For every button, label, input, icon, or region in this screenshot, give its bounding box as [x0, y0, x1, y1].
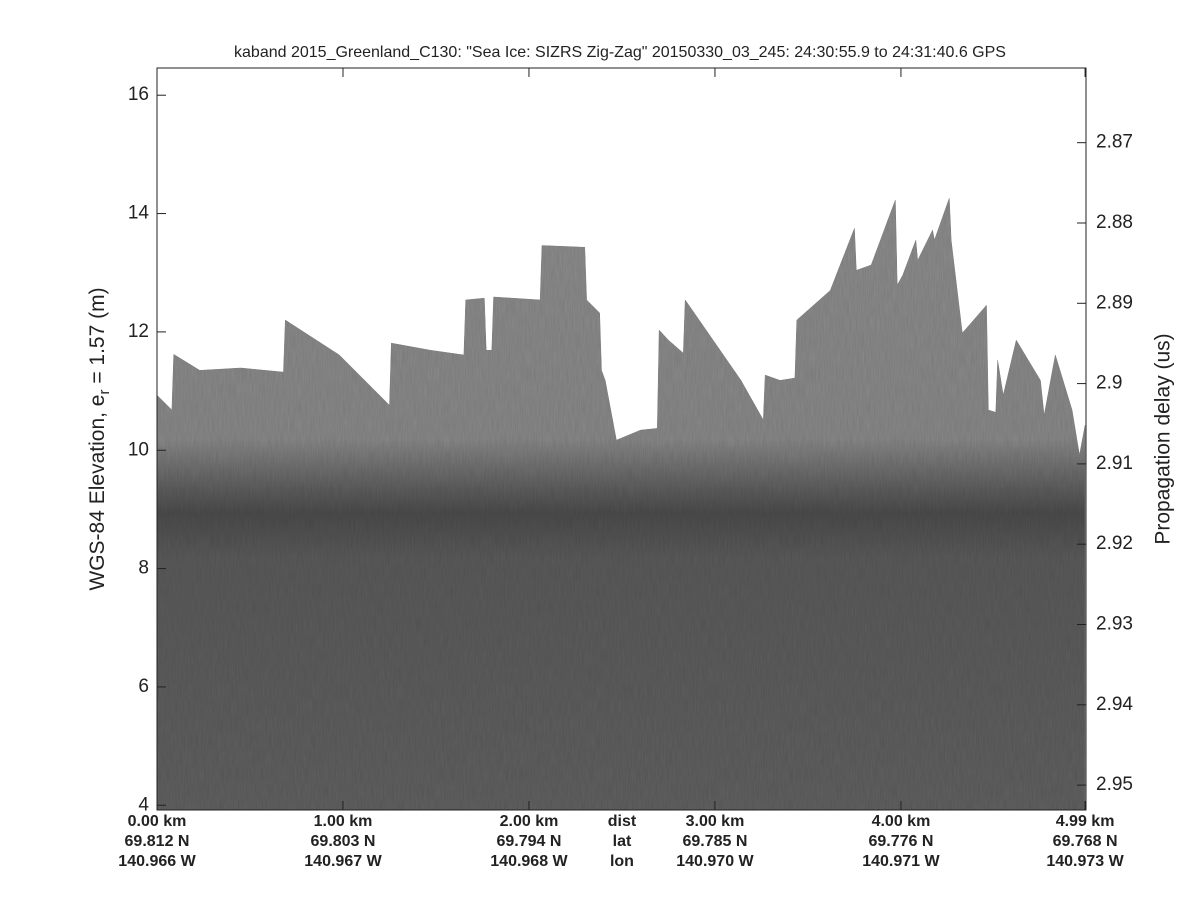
- y2-tick-label: 2.93: [1096, 614, 1133, 635]
- x-tick-lon: 140.967 W: [304, 853, 382, 870]
- x-row-label: lon: [610, 853, 634, 870]
- y2-tick-label: 2.92: [1096, 533, 1133, 554]
- x-tick-label: 4.00 km: [872, 813, 931, 830]
- x-tick-lat: 69.812 N: [125, 833, 190, 850]
- y2-tick-label: 2.91: [1096, 453, 1133, 474]
- x-row-label: lat: [613, 833, 632, 850]
- chart-title: kaband 2015_Greenland_C130: "Sea Ice: SI…: [234, 44, 1006, 61]
- x-tick-lat: 69.803 N: [311, 833, 376, 850]
- y-axis-label: WGS-84 Elevation, er = 1.57 (m): [86, 287, 113, 590]
- plot-area: [157, 198, 1086, 810]
- y-label-subscript: r: [96, 390, 113, 395]
- plot-frame: [156, 67, 1087, 811]
- y-tick-label: 4: [138, 794, 149, 815]
- y-tick-label: 14: [128, 203, 150, 224]
- x-tick-lat: 69.768 N: [1053, 833, 1118, 850]
- x-tick-lon: 140.970 W: [676, 853, 754, 870]
- y2-tick-label: 2.87: [1096, 132, 1133, 153]
- y-tick-label: 16: [128, 84, 149, 105]
- x-tick-lat: 69.794 N: [497, 833, 562, 850]
- x-tick-lon: 140.968 W: [490, 853, 568, 870]
- x-tick-lon: 140.971 W: [862, 853, 940, 870]
- x-row-label: dist: [608, 813, 637, 830]
- y-tick-label: 12: [128, 321, 149, 342]
- y-tick-label: 6: [138, 676, 149, 697]
- x-tick-label: 0.00 km: [128, 813, 187, 830]
- x-tick-label: 3.00 km: [686, 813, 745, 830]
- x-tick-label: 4.99 km: [1056, 813, 1115, 830]
- y2-tick-label: 2.95: [1096, 774, 1133, 795]
- y2-tick-label: 2.94: [1096, 694, 1133, 715]
- y2-tick-label: 2.9: [1096, 373, 1122, 394]
- y-tick-label: 8: [138, 558, 149, 579]
- y2-tick-label: 2.89: [1096, 292, 1133, 313]
- x-tick-lon: 140.973 W: [1046, 853, 1124, 870]
- x-tick-lat: 69.776 N: [868, 833, 933, 850]
- x-tick-label: 2.00 km: [500, 813, 559, 830]
- y-label-text: WGS-84 Elevation, e: [86, 395, 109, 591]
- y2-tick-label: 2.88: [1096, 212, 1133, 233]
- y-label-tail: = 1.57 (m): [86, 287, 109, 389]
- x-tick-lat: 69.785 N: [682, 833, 747, 850]
- y-tick-label: 10: [128, 439, 149, 460]
- x-tick-lon: 140.966 W: [118, 853, 196, 870]
- x-tick-label: 1.00 km: [314, 813, 373, 830]
- y2-axis-label: Propagation delay (us): [1152, 333, 1175, 544]
- echogram-area: [157, 198, 1086, 810]
